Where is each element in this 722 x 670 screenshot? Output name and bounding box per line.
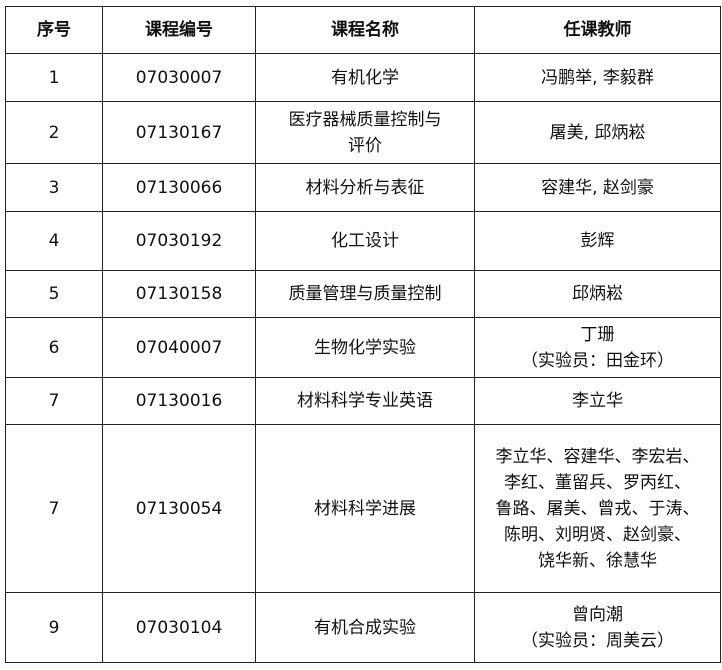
cell-code: 07030192 <box>102 211 256 271</box>
teacher-line: 容建华, 赵剑豪 <box>541 177 654 198</box>
cell-code: 07130167 <box>102 101 256 164</box>
name-line: 医疗器械质量控制与 <box>288 109 442 130</box>
cell-teacher: 曾向潮 （实验员：周美云） <box>474 592 721 663</box>
cell-teacher: 李立华、容建华、李宏岩、 李红、董留兵、罗丙红、 鲁路、屠美、曾戎、于涛、 陈明、刘明… <box>474 424 721 593</box>
name-line: 评价 <box>348 135 382 156</box>
cell-code: 07030007 <box>102 53 256 102</box>
cell-name: 有机合成实验 <box>255 592 475 663</box>
table-row: 6 07040007 生物化学实验 丁珊 （实验员：田金环） <box>5 317 721 378</box>
table-row: 2 07130167 医疗器械质量控制与 评价 屠美, 邱炳崧 <box>5 101 721 164</box>
cell-no: 9 <box>5 592 103 663</box>
cell-no: 2 <box>5 101 103 164</box>
teacher-line: 邱炳崧 <box>572 284 623 304</box>
cell-no: 1 <box>5 53 103 102</box>
cell-name: 医疗器械质量控制与 评价 <box>255 101 475 164</box>
name-line: 材料科学进展 <box>314 498 416 519</box>
teacher-line: （实验员：田金环） <box>521 350 674 371</box>
cell-name: 材料分析与表征 <box>255 163 475 212</box>
name-line: 化工设计 <box>331 231 399 251</box>
cell-code: 07130016 <box>102 377 256 425</box>
cell-no: 4 <box>5 211 103 271</box>
cell-name: 材料科学进展 <box>255 424 475 593</box>
cell-teacher: 屠美, 邱炳崧 <box>474 101 721 164</box>
name-line: 有机合成实验 <box>314 617 416 638</box>
table-row: 7 07130054 材料科学进展 李立华、容建华、李宏岩、 李红、董留兵、罗丙红、 鲁路… <box>5 424 721 593</box>
cell-no: 7 <box>5 424 103 593</box>
cell-teacher: 彭辉 <box>474 211 721 271</box>
cell-no: 7 <box>5 377 103 425</box>
header-row: 序号 课程编号 课程名称 任课教师 <box>5 6 721 54</box>
cell-code: 07040007 <box>102 317 256 378</box>
cell-no: 5 <box>5 270 103 318</box>
teacher-line: 陈明、刘明贤、赵剑豪、 <box>504 524 691 545</box>
name-line: 材料分析与表征 <box>305 177 425 198</box>
teacher-line: 李立华、容建华、李宏岩、 <box>495 446 700 467</box>
cell-code: 07130066 <box>102 163 256 212</box>
cell-teacher: 容建华, 赵剑豪 <box>474 163 721 212</box>
cell-name: 材料科学专业英语 <box>255 377 475 425</box>
name-line: 有机化学 <box>331 67 399 88</box>
table-row: 9 07030104 有机合成实验 曾向潮 （实验员：周美云） <box>5 592 721 663</box>
teacher-line: 丁珊 <box>580 324 615 345</box>
header-name: 课程名称 <box>255 6 475 54</box>
cell-teacher: 冯鹏举, 李毅群 <box>474 53 721 102</box>
cell-code: 07130158 <box>102 270 256 318</box>
cell-teacher: 李立华 <box>474 377 721 425</box>
header-no: 序号 <box>5 6 103 54</box>
course-table: 序号 课程编号 课程名称 任课教师 1 07030007 有机化学 冯鹏举, 李毅群 2… <box>5 6 721 663</box>
teacher-line: 屠美, 邱炳崧 <box>549 122 646 143</box>
teacher-line: 冯鹏举, 李毅群 <box>541 67 654 88</box>
teacher-line: （实验员：周美云） <box>521 630 674 651</box>
name-line: 生物化学实验 <box>314 337 416 358</box>
table-row: 1 07030007 有机化学 冯鹏举, 李毅群 <box>5 53 721 102</box>
header-code: 课程编号 <box>102 6 256 54</box>
cell-no: 6 <box>5 317 103 378</box>
table-row: 3 07130066 材料分析与表征 容建华, 赵剑豪 <box>5 163 721 212</box>
teacher-line: 李立华 <box>572 391 623 411</box>
cell-teacher: 邱炳崧 <box>474 270 721 318</box>
cell-name: 化工设计 <box>255 211 475 271</box>
teacher-line: 鲁路、屠美、曾戎、于涛、 <box>495 498 700 519</box>
teacher-line: 曾向潮 <box>572 604 623 625</box>
header-teacher: 任课教师 <box>474 6 721 54</box>
cell-name: 生物化学实验 <box>255 317 475 378</box>
cell-teacher: 丁珊 （实验员：田金环） <box>474 317 721 378</box>
name-line: 材料科学专业英语 <box>297 391 433 411</box>
cell-code: 07130054 <box>102 424 256 593</box>
teacher-line: 饶华新、徐慧华 <box>538 550 657 571</box>
cell-name: 有机化学 <box>255 53 475 102</box>
cell-name: 质量管理与质量控制 <box>255 270 475 318</box>
table-row: 5 07130158 质量管理与质量控制 邱炳崧 <box>5 270 721 318</box>
table-row: 4 07030192 化工设计 彭辉 <box>5 211 721 271</box>
cell-no: 3 <box>5 163 103 212</box>
cell-code: 07030104 <box>102 592 256 663</box>
name-line: 质量管理与质量控制 <box>288 284 442 304</box>
teacher-line: 彭辉 <box>580 231 615 251</box>
table-row: 7 07130016 材料科学专业英语 李立华 <box>5 377 721 425</box>
teacher-line: 李红、董留兵、罗丙红、 <box>504 472 691 493</box>
